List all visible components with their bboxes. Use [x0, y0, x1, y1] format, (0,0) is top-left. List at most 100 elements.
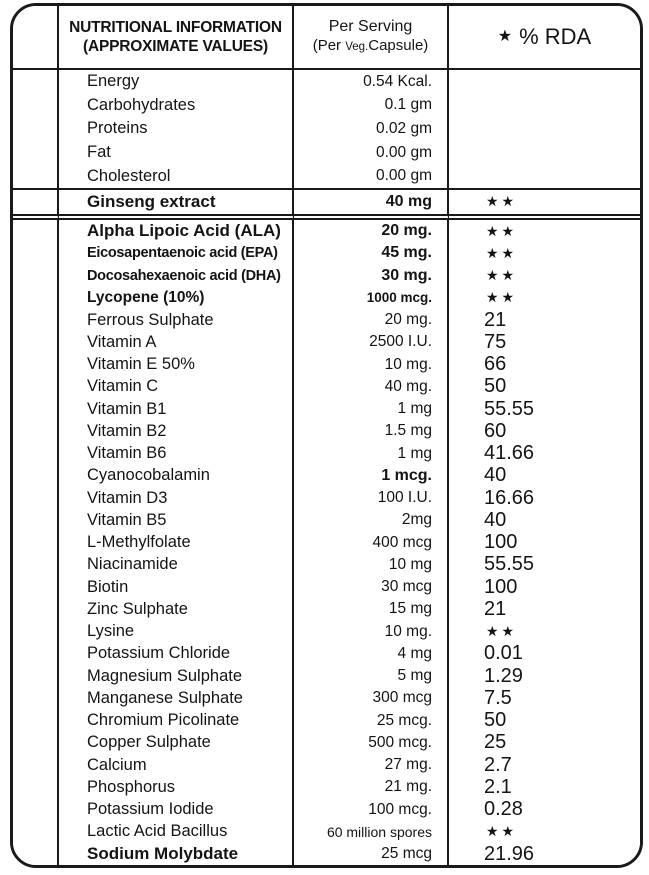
nutrient-rda	[449, 117, 640, 141]
nutrient-rda: 2.7	[449, 753, 640, 777]
nutrient-rda	[449, 93, 640, 118]
nutrient-rda: 7.5	[449, 687, 640, 710]
header-rda: ★ % RDA	[449, 6, 640, 70]
nutrient-rda	[449, 70, 640, 94]
nutrient-name: Fat	[59, 140, 294, 165]
nutrient-amount: 1 mg	[294, 397, 449, 421]
nutrient-name: Ferrous Sulphate	[59, 308, 294, 332]
nutrient-name: Lysine	[59, 620, 294, 643]
nutrient-rda: 75	[449, 331, 640, 354]
header-sliver-cell	[13, 6, 59, 70]
nutrient-amount: 40 mg.	[294, 375, 449, 398]
nutrient-amount: 0.00 gm	[294, 164, 449, 188]
nutrient-amount: 21 mg.	[294, 776, 449, 799]
nutrient-name: Vitamin D3	[59, 486, 294, 510]
row-sliver-cell	[13, 820, 59, 843]
nutrient-name: Calcium	[59, 753, 294, 777]
nutrient-name: Zinc Sulphate	[59, 598, 294, 621]
nutrient-name: Vitamin B6	[59, 442, 294, 465]
nutrient-rda: 1.29	[449, 664, 640, 688]
nutrient-amount: 5 mg	[294, 664, 449, 688]
nutrient-name: Biotin	[59, 575, 294, 599]
nutrient-amount: 100 mcg.	[294, 798, 449, 821]
row-sliver-cell	[13, 486, 59, 510]
nutrient-rda: 2.1	[449, 776, 640, 799]
nutrient-name: Copper Sulphate	[59, 731, 294, 754]
nutrient-amount: 20 mg.	[294, 308, 449, 332]
per-serving-line2: (Per Veg.Capsule)	[313, 36, 429, 57]
nutrient-name: Eicosapentaenoic acid (EPA)	[59, 242, 294, 265]
nutrient-name: Vitamin B5	[59, 509, 294, 532]
nutrient-amount: 400 mcg	[294, 531, 449, 554]
nutrient-amount: 10 mg.	[294, 353, 449, 376]
row-sliver-cell	[13, 420, 59, 443]
nutrient-amount: 15 mg	[294, 598, 449, 621]
row-sliver-cell	[13, 687, 59, 710]
header-per-serving: Per Serving (Per Veg.Capsule)	[294, 6, 449, 70]
nutrient-amount: 1000 mcg.	[294, 286, 449, 309]
row-sliver-cell	[13, 753, 59, 777]
row-sliver-cell	[13, 140, 59, 165]
nutrient-name: Energy	[59, 70, 294, 94]
nutrient-rda: ★★	[449, 620, 640, 643]
row-sliver-cell	[13, 286, 59, 309]
row-sliver-cell	[13, 442, 59, 465]
nutrition-table: NUTRITIONAL INFORMATION (APPROXIMATE VAL…	[10, 3, 643, 869]
nutrient-rda: 21	[449, 308, 640, 332]
nutrient-rda	[449, 140, 640, 165]
nutrient-name: Lycopene (10%)	[59, 286, 294, 309]
row-sliver-cell	[13, 620, 59, 643]
nutrient-name: Vitamin E 50%	[59, 353, 294, 376]
nutrient-name: Vitamin A	[59, 331, 294, 354]
nutrient-name: Cyanocobalamin	[59, 464, 294, 487]
per-serving-pre: (Per	[312, 37, 346, 54]
nutrient-rda: ★★	[449, 187, 640, 220]
nutrient-amount: 0.54 Kcal.	[294, 70, 449, 94]
row-sliver-cell	[13, 164, 59, 188]
per-serving-post: Capsule)	[368, 37, 429, 54]
row-sliver-cell	[13, 464, 59, 487]
nutrient-name: Sodium Molybdate	[59, 842, 294, 866]
nutrient-name: Lactic Acid Bacillus	[59, 820, 294, 843]
nutrient-rda: 40	[449, 509, 640, 532]
per-serving-veg: Veg.	[345, 41, 369, 53]
nutrient-rda: 100	[449, 575, 640, 599]
row-sliver-cell	[13, 219, 59, 243]
nutrient-amount: 1 mg	[294, 442, 449, 465]
nutrient-amount: 300 mcg	[294, 687, 449, 710]
nutrient-amount: 1.5 mg	[294, 420, 449, 443]
nutrient-name: Vitamin B2	[59, 420, 294, 443]
nutrient-amount: 27 mg.	[294, 753, 449, 777]
nutrient-rda: 25	[449, 731, 640, 754]
nutrient-amount: 20 mg.	[294, 219, 449, 243]
nutrient-rda: 100	[449, 531, 640, 554]
nutrient-rda: ★★	[449, 286, 640, 309]
rda-label: % RDA	[519, 24, 592, 49]
nutrient-rda: 21.96	[449, 842, 640, 866]
nutrient-amount: 10 mg.	[294, 620, 449, 643]
row-sliver-cell	[13, 798, 59, 821]
nutrient-amount: 2500 I.U.	[294, 331, 449, 354]
nutrient-amount: 45 mg.	[294, 242, 449, 265]
nutrient-amount: 0.00 gm	[294, 140, 449, 165]
nutrient-rda: ★★	[449, 820, 640, 843]
nutrient-name: Cholesterol	[59, 164, 294, 188]
nutrient-name: Ginseng extract	[59, 187, 294, 220]
nutrient-rda: 0.01	[449, 642, 640, 665]
nutrient-amount: 30 mg.	[294, 264, 449, 287]
asterisk-star-icon: ★	[497, 28, 513, 45]
row-sliver-cell	[13, 187, 59, 220]
row-sliver-cell	[13, 331, 59, 354]
row-sliver-cell	[13, 509, 59, 532]
header-nutrition-line2: (APPROXIMATE VALUES)	[83, 38, 268, 55]
nutrient-rda: ★★	[449, 242, 640, 265]
nutrient-amount: 0.02 gm	[294, 117, 449, 141]
nutrient-rda: 40	[449, 464, 640, 487]
nutrient-rda: 21	[449, 598, 640, 621]
nutrient-name: Docosahexaenoic acid (DHA)	[59, 264, 294, 287]
per-serving-line1: Per Serving	[328, 18, 413, 35]
nutrient-rda: 66	[449, 353, 640, 376]
row-sliver-cell	[13, 117, 59, 141]
row-sliver-cell	[13, 842, 59, 866]
row-sliver-cell	[13, 264, 59, 287]
